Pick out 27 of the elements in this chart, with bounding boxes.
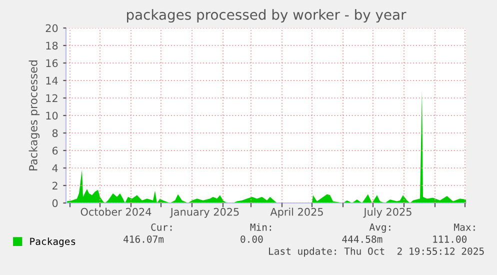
y-tick-label: 20 xyxy=(46,24,58,32)
x-tick-label: July 2025 xyxy=(363,208,412,218)
x-tick-label: October 2024 xyxy=(80,208,152,216)
y-tick-label: 8 xyxy=(52,129,58,138)
x-tick-label: April 2025 xyxy=(270,208,323,218)
text: Last update: Thu Oct 2 19:55:12 2025 xyxy=(269,247,484,257)
text: Cur: xyxy=(151,223,172,231)
text: 0.00 xyxy=(240,235,263,243)
text: 111.00 xyxy=(433,235,467,243)
chart-title: packages processed by worker - by year xyxy=(127,9,406,23)
y-tick-label: 12 xyxy=(46,94,58,102)
y-tick-label: 14 xyxy=(46,76,58,84)
text: Min: xyxy=(250,223,272,231)
y-tick-label: 2 xyxy=(52,182,58,190)
y-tick-label: 4 xyxy=(52,164,58,172)
text: Avg: xyxy=(369,224,390,233)
text: 444.58m xyxy=(342,235,382,243)
y-tick-label: 16 xyxy=(46,59,58,68)
legend-label: Packages xyxy=(30,238,76,247)
y-tick-label: 10 xyxy=(46,112,58,120)
text: 416.07m xyxy=(124,235,164,243)
text: Max: xyxy=(454,224,475,231)
x-tick-label: January 2025 xyxy=(170,208,239,218)
y-tick-label: 0 xyxy=(52,199,58,208)
y-tick-label: 6 xyxy=(52,146,58,155)
y-axis-title: Packages processed xyxy=(28,60,40,170)
y-tick-label: 18 xyxy=(46,42,58,50)
